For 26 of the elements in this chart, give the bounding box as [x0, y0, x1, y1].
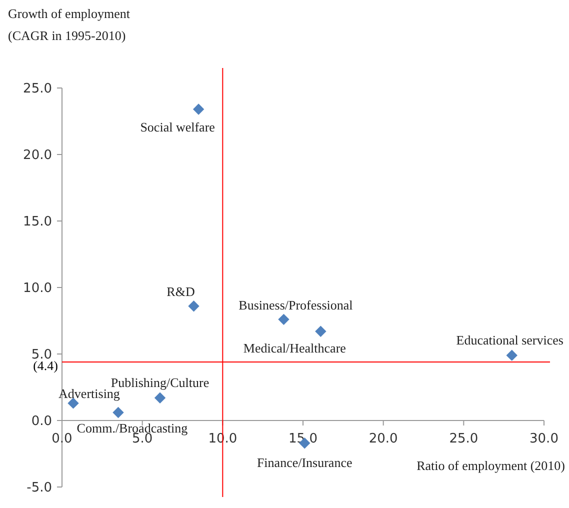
ref-line-label: (4.4) — [33, 358, 58, 373]
point — [112, 406, 124, 418]
x-tick-label: 30.0 — [530, 432, 558, 446]
point — [506, 350, 518, 361]
point — [154, 392, 166, 404]
annotation: Medical/Healthcare — [243, 340, 346, 356]
y-tick-label: 20.0 — [23, 148, 52, 164]
annotation: R&D — [166, 284, 195, 300]
point — [188, 300, 200, 312]
annotation: Finance/Insurance — [256, 455, 352, 470]
y-tick-label: 0.0 — [31, 414, 52, 430]
y-tick-label: 15.0 — [23, 214, 52, 230]
y-tick-label: 25.0 — [23, 82, 52, 97]
point — [192, 104, 204, 115]
point — [315, 326, 326, 337]
x-tick-label: 25.0 — [449, 432, 478, 446]
point — [278, 314, 290, 326]
annotation: Business/Professional — [238, 297, 354, 312]
y-tick-label: 10.0 — [23, 281, 52, 296]
x-tick-label: 20.0 — [368, 432, 398, 446]
x-axis-title: Ratio of employment (2010) — [416, 458, 565, 473]
y-axis-title: Growth of employment (CAGR in 1995-2010) — [8, 6, 130, 43]
x-tick-label: 0.0 — [52, 432, 72, 446]
y-tick-label: -5.0 — [26, 480, 52, 496]
annotation: Social welfare — [140, 119, 216, 134]
annotation: Educational services — [456, 332, 564, 348]
